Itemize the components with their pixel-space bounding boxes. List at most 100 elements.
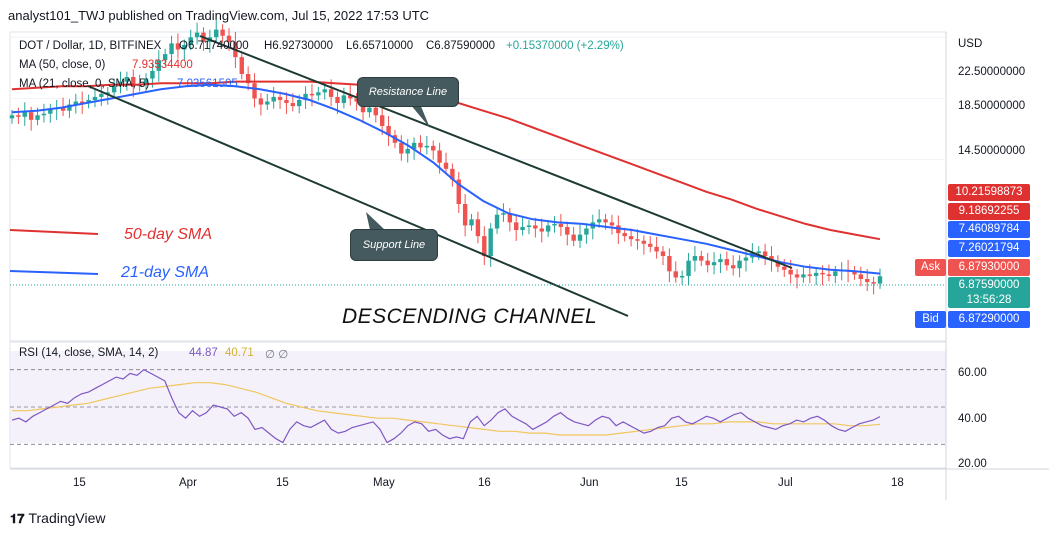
candle-body [67,104,72,111]
candle-body [367,107,372,113]
candle-body [316,92,321,96]
candle-body [16,115,21,117]
time-label-1: Apr [179,477,197,489]
time-label-4: 16 [478,477,491,489]
candle-body [833,271,838,276]
rsi-lines [10,368,946,445]
candle-body [277,96,283,100]
candle-body [373,107,378,116]
candle-body [648,243,653,247]
support-line [87,85,629,317]
candle-body [558,223,564,227]
candle-body [194,32,200,38]
candle-body [156,60,161,71]
bid-price: 6.87290000 [948,311,1030,328]
resistance-line-callout: Resistance Line [357,77,459,107]
candle-body [807,274,812,276]
last-price: 6.87590000 [958,279,1020,291]
candle-body [494,214,500,229]
candle-body [405,148,410,154]
candle-body [22,112,27,117]
candle-body [692,256,698,261]
candle-body [488,228,493,257]
candle-body [297,99,302,107]
candle-body [545,225,551,232]
candle-body [635,239,640,241]
candle-body [290,103,296,107]
candle-body [150,70,155,79]
candle-body [718,259,723,263]
rsi-tick-20: 20.00 [958,458,987,470]
candle-body [724,259,730,266]
candle-body [679,275,685,278]
published-info: analyst101_TWJ published on TradingView.… [8,8,430,23]
candle-body [603,219,608,223]
candle-body [667,256,672,272]
candle-body [775,260,781,267]
candle-body [456,179,461,205]
candle-body [577,234,583,241]
legend-close: C6.87590000 [426,40,496,52]
tradingview-logo[interactable]: 𝟏𝟕 TradingView [10,510,106,527]
candle-body [596,219,602,223]
candle-body [86,99,91,104]
tradingview-icon: 𝟏𝟕 [10,511,25,526]
candle-body [341,95,347,104]
candle-body [9,115,15,119]
candle-body [239,57,244,74]
candle-body [99,93,104,97]
legend-open: O6.71740000 [179,40,249,52]
legend-ma21-label: MA (21, close, 0, SMA, 5) [19,78,150,90]
descending-channel [87,35,793,317]
annotation-lines [9,229,99,275]
moving-averages [11,80,881,275]
candle-body [220,29,225,36]
candle-body [309,93,315,96]
rsi-tick-60: 60.00 [958,367,987,379]
candle-body [526,225,532,227]
candle-body [354,98,359,102]
candle-body [571,234,576,241]
annotation-21-day-sma: 21-day SMA [121,264,210,281]
candle-body [788,269,793,275]
rsi-legend: RSI (14, close, SMA, 14, 2) 44.87 40.71 … [19,347,288,361]
candle-body [60,107,66,111]
price-tag-2: 9.18692255 [948,203,1030,220]
rsi-line [11,368,881,444]
ma50-price-tag: 10.21598873 [948,184,1030,201]
countdown: 13:56:28 [966,294,1012,306]
time-label-2: 15 [276,477,289,489]
candle-body [533,225,538,229]
candle-body [258,98,264,105]
sma50-legend-line [9,229,99,235]
candle-body [539,228,544,232]
candle-body [641,240,647,244]
candle-body [284,99,289,104]
candle-body [673,271,678,278]
candle-body [80,101,85,104]
candle-body [469,219,474,226]
candle-body [303,93,308,100]
candle-body [743,257,749,261]
candle-body [245,73,251,84]
candle-body [252,83,257,99]
candle-body [182,44,187,50]
candle-body [858,274,864,279]
candle-body [386,125,391,136]
candle-body [28,112,34,120]
price-tick-2: 18.50000000 [958,100,1026,112]
candle-body [654,246,659,252]
candle-body [418,142,423,148]
candle-body [756,251,761,253]
candle-body [328,89,334,97]
price-tag-3: 7.46089784 [948,221,1030,238]
candle-body [731,265,736,269]
candle-body [507,213,513,223]
legend-ma50-row: MA (50, close, 0) 7.93534400 [19,59,193,71]
candle-body [431,145,436,151]
legend-symbol: DOT / Dollar, 1D, BITFINEX [19,40,162,52]
candle-body [482,236,487,257]
bid-label: Bid [915,311,946,328]
candle-body [475,219,481,237]
